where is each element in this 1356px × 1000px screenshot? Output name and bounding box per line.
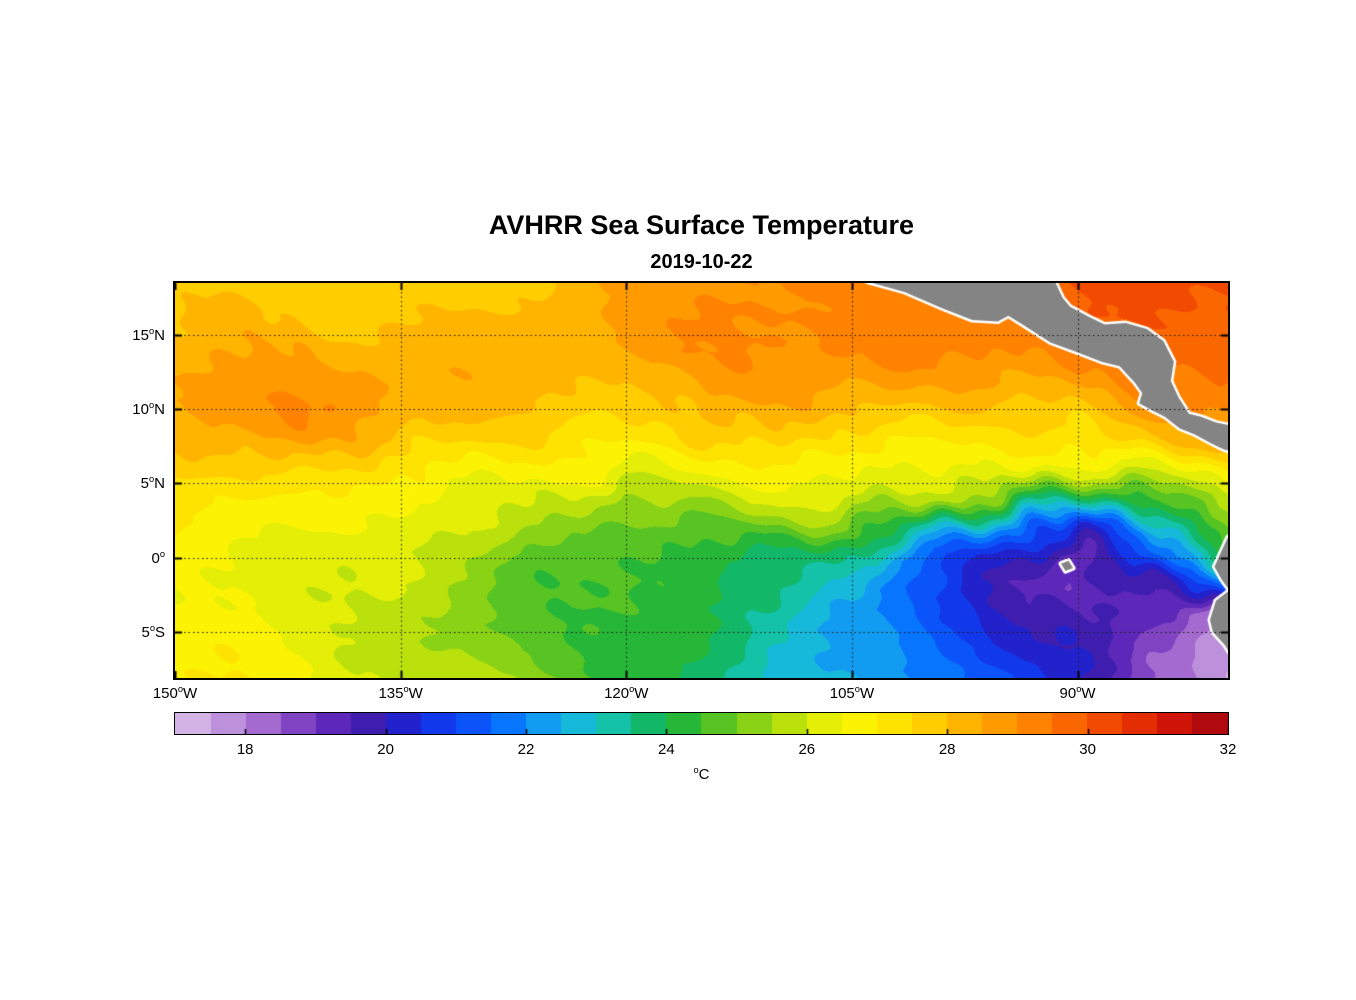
x-axis-tick-label: 105oW xyxy=(829,684,875,702)
colorbar-tick-label: 20 xyxy=(377,741,394,758)
x-axis-tick-label: 135oW xyxy=(378,684,423,702)
colorbar-unit-label: oC xyxy=(693,765,710,783)
y-axis-tick-label: 0o xyxy=(151,548,165,567)
colorbar-tick-label: 18 xyxy=(236,741,254,758)
colorbar-canvas xyxy=(175,713,1228,734)
colorbar-tick-label: 24 xyxy=(658,741,675,758)
x-axis-tick-label: 150oW xyxy=(152,684,198,702)
y-axis-tick-label: 10oN xyxy=(132,400,165,419)
x-axis-tick-label: 120oW xyxy=(604,684,649,702)
colorbar-tick-label: 26 xyxy=(798,741,816,758)
colorbar-tick-label: 28 xyxy=(938,741,956,758)
y-axis-tick-label: 5oS xyxy=(141,622,165,641)
colorbar: 18 20 22 24 26 28 30 32 oC xyxy=(174,712,1236,783)
y-axis-tick-label: 5oN xyxy=(140,474,165,493)
x-axis-tick-label: 90oW xyxy=(1059,684,1096,702)
y-axis-tick-label: 15oN xyxy=(132,325,165,344)
map-plot-frame: 15oN 10oN 5oN 0o 5oS 150oW 135oW 120oW 105oW 90o… xyxy=(132,281,1230,702)
colorbar-tick-label: 22 xyxy=(517,741,535,758)
sst-heatmap-canvas xyxy=(175,283,1228,678)
chart-date-subtitle: 2019-10-22 xyxy=(650,251,753,273)
colorbar-tick-label: 32 xyxy=(1219,741,1237,758)
colorbar-tick-label: 30 xyxy=(1079,741,1096,758)
chart-title: AVHRR Sea Surface Temperature xyxy=(488,210,915,240)
